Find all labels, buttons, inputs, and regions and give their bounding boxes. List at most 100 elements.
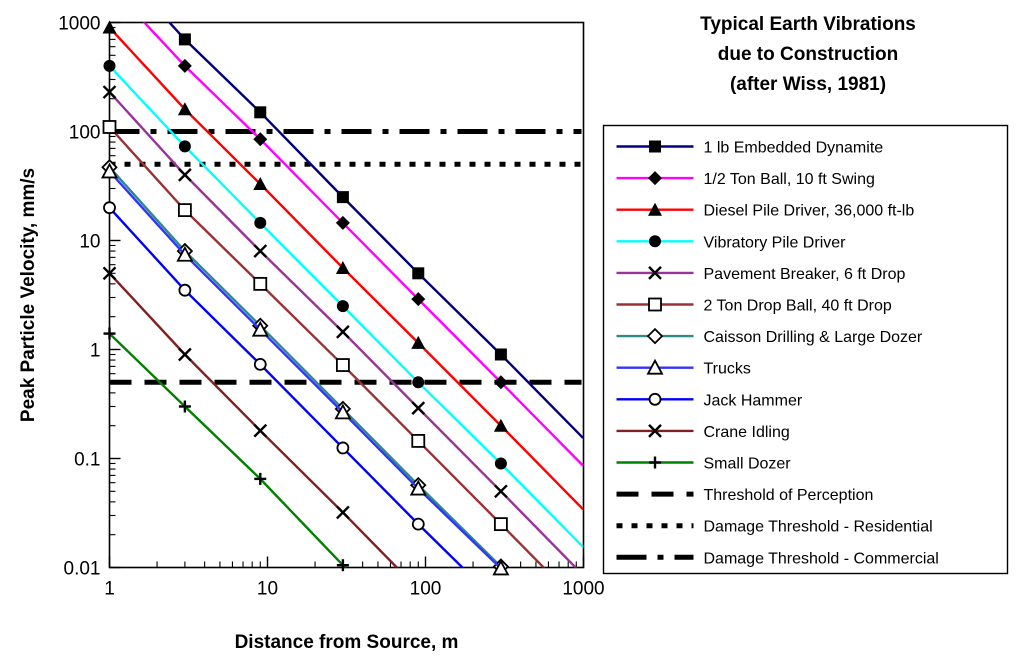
data-marker-circle-open — [648, 392, 662, 406]
data-marker-square-filled — [336, 191, 349, 204]
legend-item[interactable]: 1/2 Ton Ball, 10 ft Swing — [616, 171, 875, 188]
data-marker-diamond-filled — [493, 375, 508, 390]
legend-item[interactable]: Caisson Drilling & Large Dozer — [616, 327, 923, 346]
data-marker-square-open — [253, 276, 268, 291]
legend-item[interactable]: Crane Idling — [616, 424, 790, 441]
legend-item[interactable]: Damage Threshold - Residential — [616, 519, 933, 536]
data-marker-triangle-filled — [648, 202, 662, 216]
data-marker-plus — [336, 559, 349, 572]
data-marker-circle-filled — [254, 216, 267, 229]
data-marker-square-open — [102, 120, 117, 134]
x-tick-label: 10 — [257, 579, 278, 600]
legend-item[interactable]: 1 lb Embedded Dynamite — [616, 140, 884, 157]
legend-item-label: Caisson Drilling & Large Dozer — [704, 329, 923, 346]
series-line — [102, 266, 399, 568]
data-marker-triangle-filled — [102, 20, 117, 34]
legend-item[interactable]: Pavement Breaker, 6 ft Drop — [616, 266, 906, 283]
x-tick-label: 1000 — [562, 579, 604, 600]
legend-item-label: Small Dozer — [704, 456, 792, 473]
legend-item[interactable]: 2 Ton Drop Ball, 40 ft Drop — [616, 298, 892, 315]
x-tick-label: 1 — [104, 579, 115, 600]
legend-item-label: Crane Idling — [704, 424, 790, 441]
data-marker-triangle-open — [646, 358, 664, 375]
legend-item[interactable]: Trucks — [616, 358, 751, 378]
legend-item[interactable]: Threshold of Perception — [616, 487, 874, 504]
data-marker-x-cross — [648, 266, 662, 280]
data-marker-plus — [178, 400, 191, 413]
data-marker-x-cross — [336, 505, 350, 520]
data-marker-circle-open — [336, 441, 350, 455]
data-marker-diamond-filled — [648, 171, 662, 186]
data-marker-circle-filled — [494, 457, 507, 470]
data-marker-triangle-open — [334, 403, 352, 420]
series-line — [102, 20, 584, 511]
data-marker-x-cross — [102, 266, 117, 281]
series-line — [103, 201, 465, 568]
data-marker-triangle-filled — [493, 418, 508, 432]
data-marker-circle-filled — [412, 376, 425, 389]
data-marker-x-cross — [336, 325, 350, 339]
series-line — [102, 85, 578, 568]
chart-title: Typical Earth Vibrations due to Construct… — [700, 14, 916, 95]
legend-item[interactable]: Diesel Pile Driver, 36,000 ft-lb — [616, 202, 915, 220]
data-marker-square-open — [335, 358, 350, 372]
y-tick-label: 0.01 — [64, 559, 101, 580]
data-marker-x-cross — [648, 424, 662, 438]
axis-labels: Distance from Source, m Peak Particle Vel… — [18, 168, 458, 653]
x-axis-title: Distance from Source, m — [235, 632, 459, 653]
data-marker-plus — [649, 456, 661, 469]
data-marker-triangle-open — [100, 162, 119, 179]
y-tick-label: 0.1 — [74, 450, 100, 471]
data-marker-circle-open — [411, 517, 425, 531]
data-marker-triangle-filled — [411, 335, 426, 349]
data-marker-x-cross — [411, 401, 426, 415]
data-marker-diamond-filled — [177, 58, 192, 73]
data-marker-circle-filled — [178, 140, 191, 153]
data-marker-square-open — [411, 434, 426, 448]
data-marker-circle-open — [253, 357, 267, 371]
series-line — [103, 59, 584, 548]
legend-item[interactable]: Jack Hammer — [616, 392, 803, 409]
data-marker-triangle-open — [251, 320, 269, 337]
data-marker-square-filled — [178, 33, 191, 46]
legend-item-label: 1/2 Ton Ball, 10 ft Swing — [704, 171, 875, 188]
legend-item[interactable]: Damage Threshold - Commercial — [616, 550, 939, 567]
data-marker-triangle-filled — [335, 260, 350, 274]
y-tick-label: 100 — [69, 123, 101, 144]
title-line2: due to Construction — [718, 44, 898, 65]
series-line — [100, 162, 510, 576]
data-marker-triangle-open — [176, 245, 194, 262]
legend-item[interactable]: Vibratory Pile Driver — [616, 234, 847, 251]
x-tick-label: 100 — [410, 579, 442, 600]
data-marker-diamond-filled — [253, 132, 268, 147]
y-tick-label: 1 — [90, 341, 101, 362]
legend-item-label: Jack Hammer — [704, 392, 803, 409]
data-marker-x-cross — [253, 423, 268, 438]
title-line3: (after Wiss, 1981) — [730, 74, 886, 95]
data-marker-x-cross — [494, 484, 508, 499]
data-marker-square-filled — [254, 106, 267, 119]
data-marker-x-cross — [253, 244, 268, 258]
legend-item-label: Threshold of Perception — [704, 487, 874, 504]
legend-item-label: Diesel Pile Driver, 36,000 ft-lb — [704, 203, 915, 220]
data-marker-circle-filled — [103, 59, 116, 72]
data-marker-plus — [254, 472, 267, 485]
data-marker-square-filled — [649, 140, 661, 153]
data-marker-triangle-filled — [177, 102, 192, 116]
series-line — [102, 120, 546, 568]
data-marker-circle-open — [178, 283, 192, 297]
y-axis-ticks: 0.01 0.1 1 10 100 1000 — [58, 14, 121, 580]
data-marker-x-cross — [102, 85, 117, 99]
data-marker-circle-filled — [336, 300, 349, 313]
legend-item-label: Trucks — [704, 361, 751, 378]
data-marker-x-cross — [178, 168, 192, 182]
data-series — [100, 20, 584, 576]
chart-legend: 1 lb Embedded Dynamite 1/2 Ton Ball, 10 f… — [602, 124, 1009, 575]
y-tick-label: 10 — [79, 232, 100, 253]
y-axis-title: Peak Particle Velocity, mm/s — [18, 168, 39, 422]
series-line — [142, 22, 584, 467]
legend-item[interactable]: Small Dozer — [616, 456, 792, 473]
legend-item-label: Damage Threshold - Residential — [704, 519, 933, 536]
